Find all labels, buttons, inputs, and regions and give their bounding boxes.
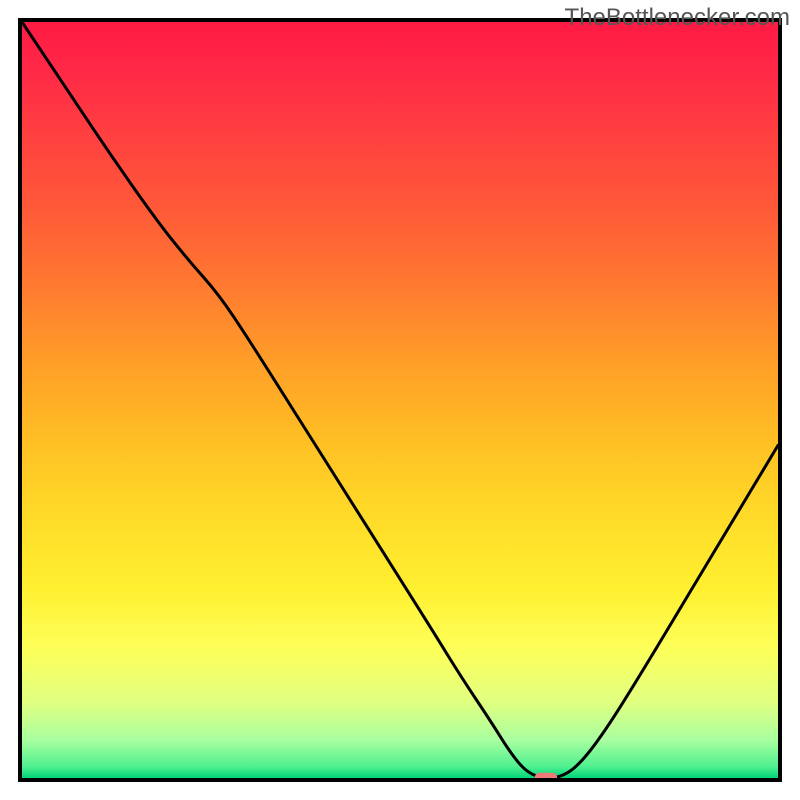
bottleneck-chart	[0, 0, 800, 800]
gradient-background	[22, 22, 778, 778]
watermark-label: TheBottlenecker.com	[565, 4, 790, 32]
chart-root: TheBottlenecker.com	[0, 0, 800, 800]
